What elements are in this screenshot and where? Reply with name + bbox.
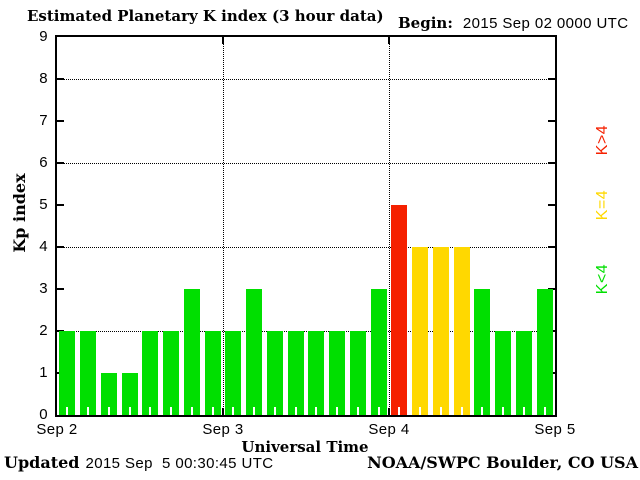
x-tick-notch <box>502 407 505 415</box>
kp-bar <box>204 331 221 415</box>
x-tick-notch <box>232 407 235 415</box>
x-tick-notch <box>336 407 339 415</box>
h-gridline <box>57 247 555 248</box>
h-gridline <box>57 79 555 80</box>
y-tick-right <box>548 246 555 248</box>
chart-title: Estimated Planetary K index (3 hour data… <box>27 7 384 25</box>
plot-area <box>55 35 557 417</box>
updated-label: Updated <box>4 453 80 472</box>
bottom-day-tick <box>388 408 390 415</box>
y-tick-left <box>57 120 64 122</box>
kp-bar <box>412 247 429 415</box>
kp-bar <box>391 205 408 415</box>
x-tick-label: Sep 5 <box>534 421 576 438</box>
kp-bar <box>453 247 470 415</box>
kp-bar <box>100 373 117 415</box>
x-tick-label: Sep 2 <box>36 421 78 438</box>
y-tick-left <box>57 246 64 248</box>
x-tick-label: Sep 3 <box>202 421 244 438</box>
legend-k-equal-4: K=4 <box>594 189 611 221</box>
y-tick-left <box>57 204 64 206</box>
x-tick-notch <box>294 407 297 415</box>
x-tick-notch <box>128 407 131 415</box>
source-credit: NOAA/SWPC Boulder, CO USA <box>367 453 638 472</box>
x-tick-notch <box>356 407 359 415</box>
kp-bar <box>349 331 366 415</box>
begin-label: Begin: <box>398 14 453 32</box>
kp-bar <box>246 289 263 415</box>
kp-bar <box>495 331 512 415</box>
x-tick-label: Sep 4 <box>368 421 410 438</box>
begin-value: 2015 Sep 02 0000 UTC <box>462 15 629 32</box>
x-tick-notch <box>273 407 276 415</box>
kp-bar <box>266 331 283 415</box>
y-tick-label: 6 <box>39 154 48 171</box>
kp-bar <box>80 331 97 415</box>
y-tick-right <box>548 204 555 206</box>
top-day-tick <box>388 37 390 44</box>
x-tick-notch <box>149 407 152 415</box>
updated-value: 2015 Sep 5 00:30:45 UTC <box>85 455 274 472</box>
v-gridline <box>223 37 224 415</box>
kp-bar <box>432 247 449 415</box>
y-tick-right <box>548 120 555 122</box>
x-tick-notch <box>522 407 525 415</box>
y-tick-left <box>57 78 64 80</box>
x-axis-title: Universal Time <box>241 438 369 456</box>
updated-timestamp: Updated 2015 Sep 5 00:30:45 UTC <box>4 453 274 473</box>
y-tick-left <box>57 288 64 290</box>
kp-bar <box>329 331 346 415</box>
y-tick-label: 0 <box>39 406 48 423</box>
kp-bar <box>121 373 138 415</box>
legend-k-above-4: K>4 <box>594 124 611 156</box>
kp-bar <box>536 289 553 415</box>
y-tick-label: 2 <box>39 322 48 339</box>
h-gridline <box>57 163 555 164</box>
y-tick-label: 8 <box>39 70 48 87</box>
x-tick-notch <box>439 407 442 415</box>
y-tick-right <box>548 78 555 80</box>
h-gridline <box>57 331 555 332</box>
bottom-day-tick <box>222 408 224 415</box>
x-tick-notch <box>398 407 401 415</box>
kp-bar <box>59 331 76 415</box>
x-tick-notch <box>190 407 193 415</box>
x-tick-notch <box>170 407 173 415</box>
top-day-tick <box>222 37 224 44</box>
kp-bar <box>183 289 200 415</box>
y-tick-label: 9 <box>39 28 48 45</box>
x-tick-notch <box>377 407 380 415</box>
x-tick-notch <box>66 407 69 415</box>
kp-bar <box>142 331 159 415</box>
kp-bar <box>287 331 304 415</box>
x-tick-notch <box>543 407 546 415</box>
y-tick-label: 5 <box>39 196 48 213</box>
v-gridline <box>389 37 390 415</box>
x-tick-notch <box>460 407 463 415</box>
kp-bar <box>225 331 242 415</box>
x-tick-notch <box>107 407 110 415</box>
kp-bar <box>308 331 325 415</box>
x-tick-notch <box>419 407 422 415</box>
x-tick-notch <box>315 407 318 415</box>
y-tick-label: 1 <box>39 364 48 381</box>
x-tick-notch <box>481 407 484 415</box>
kp-bar <box>474 289 491 415</box>
y-tick-left <box>57 162 64 164</box>
kp-bar <box>370 289 387 415</box>
x-tick-notch <box>211 407 214 415</box>
kp-bar <box>515 331 532 415</box>
y-tick-label: 3 <box>39 280 48 297</box>
begin-timestamp: Begin: 2015 Sep 02 0000 UTC <box>398 14 628 32</box>
y-tick-label: 7 <box>39 112 48 129</box>
y-tick-right <box>548 162 555 164</box>
x-tick-notch <box>253 407 256 415</box>
kp-bar <box>163 331 180 415</box>
y-tick-label: 4 <box>39 238 48 255</box>
legend-k-below-4: K<4 <box>594 263 611 295</box>
x-tick-notch <box>87 407 90 415</box>
